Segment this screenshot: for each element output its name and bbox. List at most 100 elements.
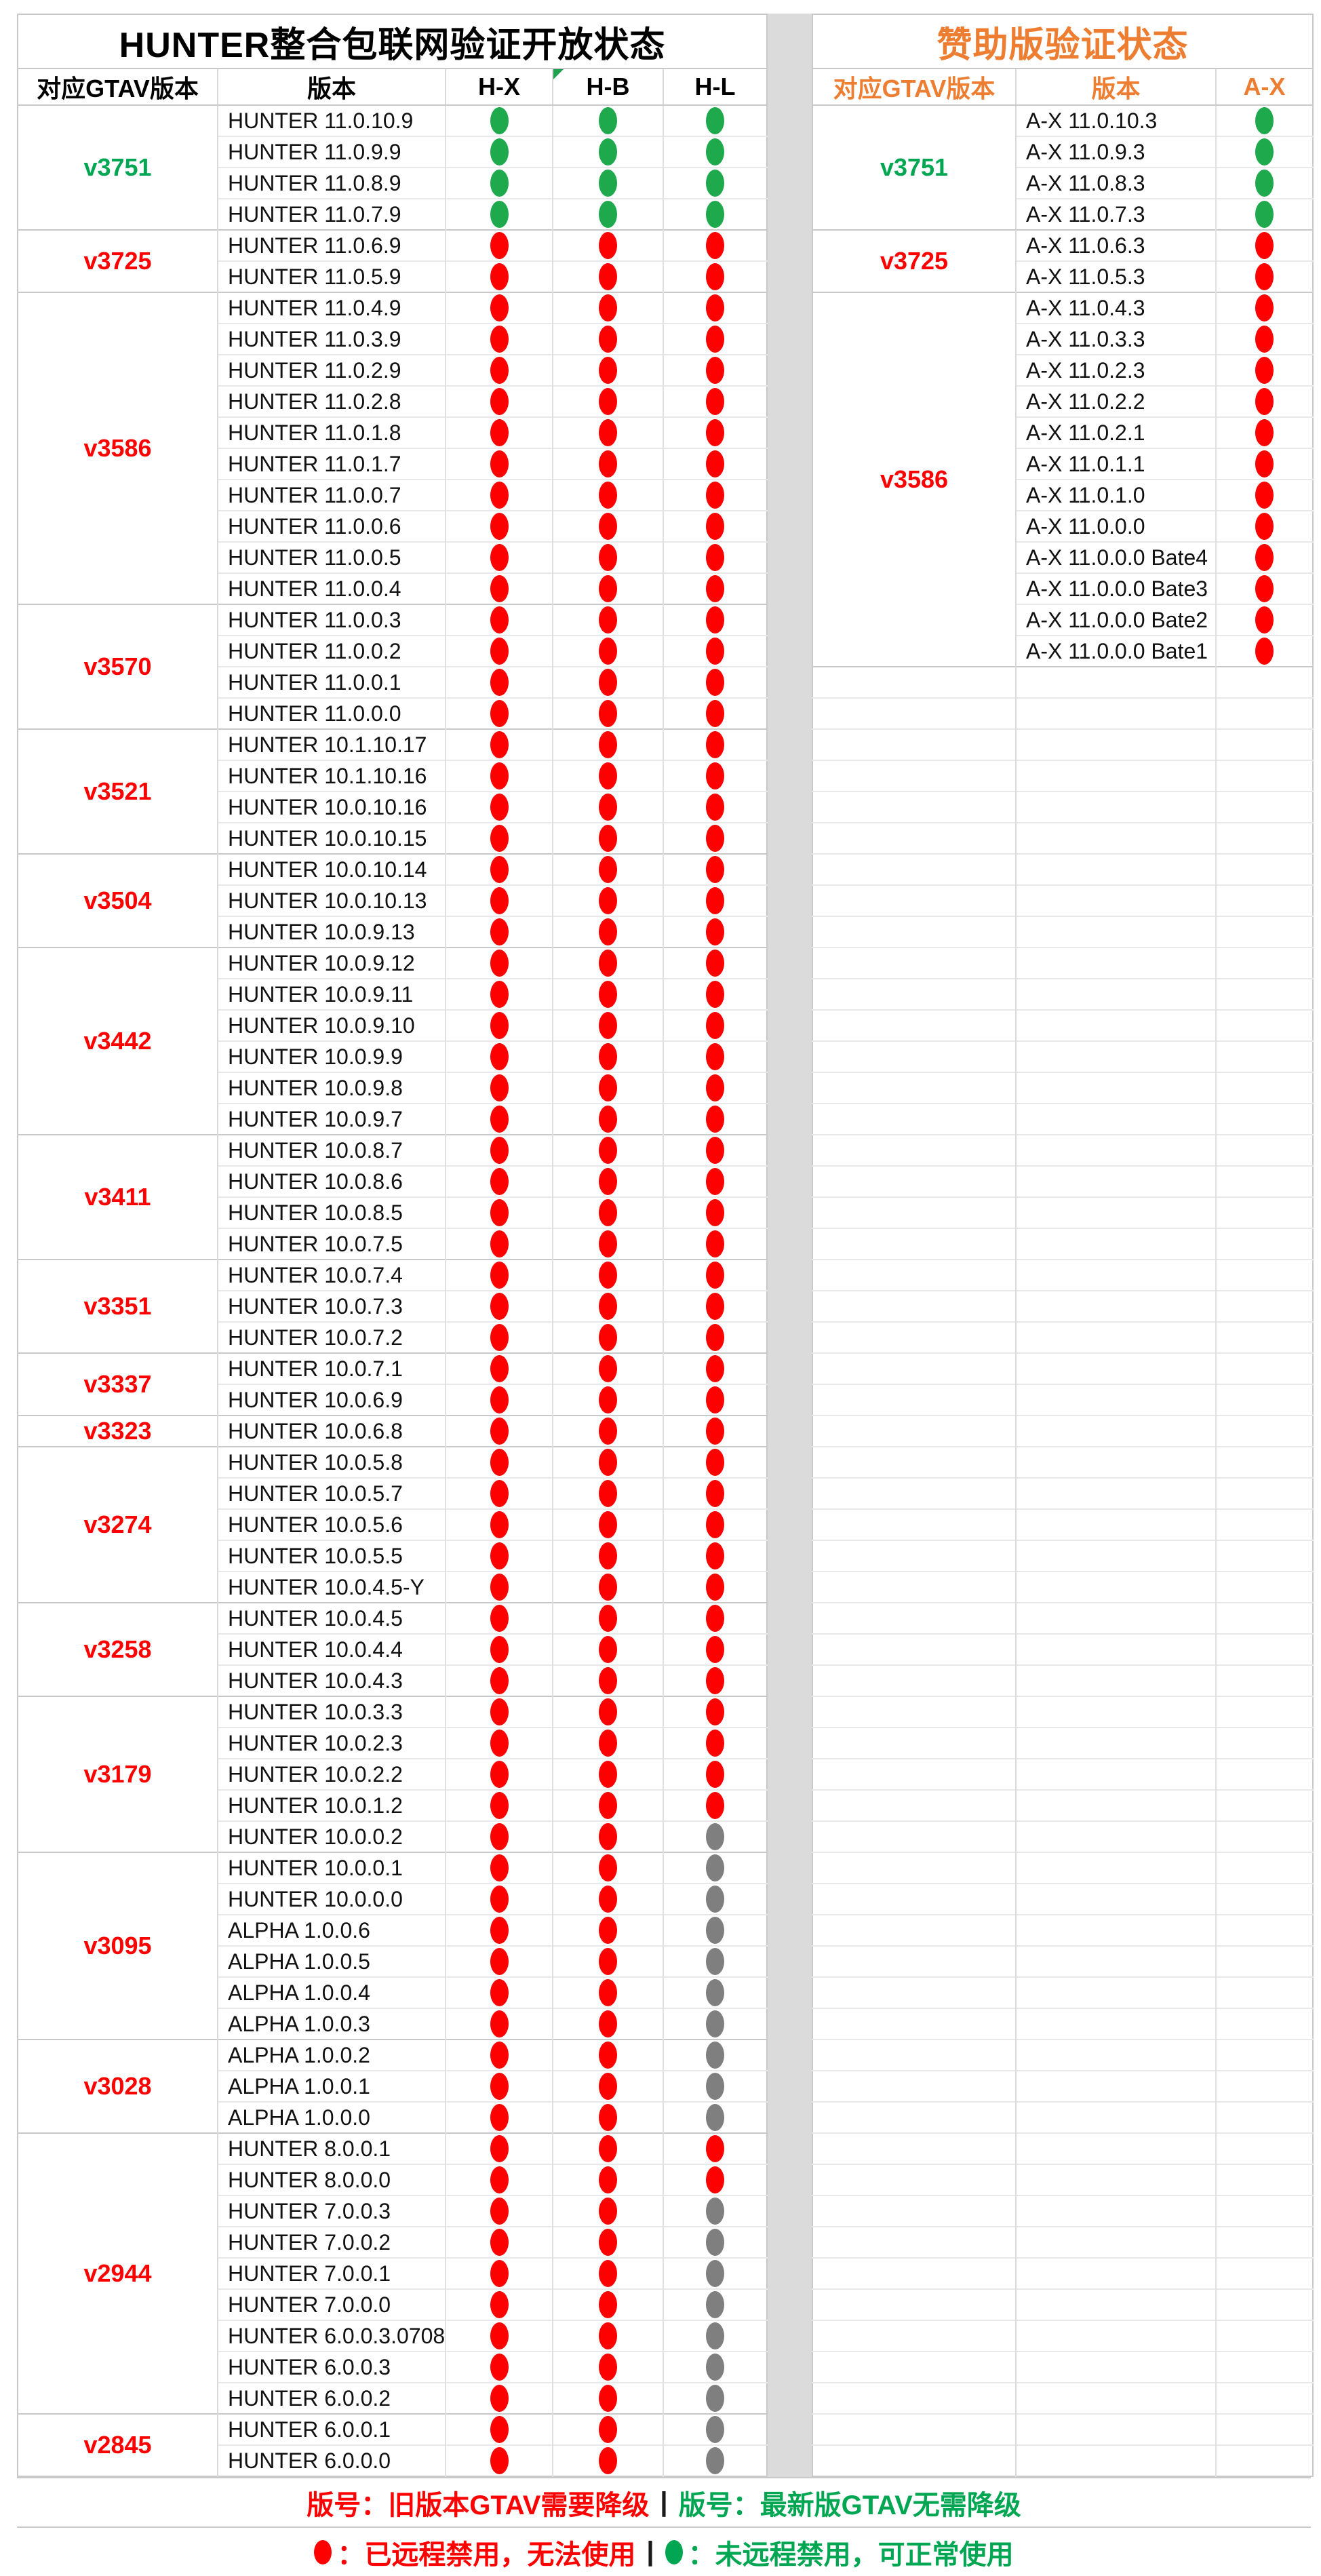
status-cell: [445, 1696, 553, 1728]
empty-cell: [1215, 1415, 1314, 1447]
table-row: HUNTER 6.0.0.3.0708: [18, 2320, 768, 2351]
empty-cell: [812, 791, 1017, 823]
empty-cell: [1015, 1633, 1217, 1665]
empty-cell: [1015, 1758, 1217, 1790]
column-header-gtav: 版本: [217, 69, 446, 106]
status-cell: [662, 167, 768, 199]
empty-cell: [1215, 2444, 1314, 2476]
status-cell: [552, 884, 663, 916]
status-cell: [552, 2164, 663, 2196]
package-version: HUNTER 6.0.0.0: [217, 2444, 446, 2476]
empty-cell: [812, 1758, 1017, 1790]
status-dot-red: [490, 1542, 509, 1569]
empty-cell: [812, 916, 1017, 948]
empty-cell: [1015, 2195, 1217, 2227]
table-row: HUNTER 11.0.7.9: [18, 198, 768, 230]
table-row: HUNTER 10.0.5.5: [18, 1540, 768, 1572]
status-dot-red: [599, 357, 617, 384]
status-dot-red: [706, 669, 724, 696]
legend-new-gtav: 版号：最新版GTAV无需降级: [678, 2490, 1021, 2520]
empty-cell: [812, 1664, 1017, 1696]
empty-cell: [1015, 1820, 1217, 1852]
empty-cell: [1215, 1508, 1314, 1540]
empty-cell: [1015, 760, 1217, 792]
table-row: HUNTER 11.0.0.4: [18, 572, 768, 604]
table-row: HUNTER 7.0.0.0: [18, 2288, 768, 2320]
status-cell: [662, 292, 768, 324]
table-row: v3586 A-X 11.0.4.3: [812, 292, 1314, 667]
status-cell: [445, 1789, 553, 1821]
package-version: HUNTER 7.0.0.0: [217, 2288, 446, 2320]
package-version: HUNTER 10.0.9.10: [217, 1009, 446, 1041]
status-cell: [1215, 572, 1314, 604]
status-cell: [1215, 541, 1314, 573]
package-version: A-X 11.0.0.0 Bate1: [1015, 635, 1217, 667]
status-cell: [552, 2444, 663, 2476]
status-dot-green: [490, 201, 509, 228]
table-row: HUNTER 7.0.0.2: [18, 2226, 768, 2258]
table-row: HUNTER 11.0.0.6: [18, 510, 768, 542]
table-row: ALPHA 1.0.0.3: [18, 2008, 768, 2040]
status-cell: [552, 2382, 663, 2414]
package-version: HUNTER 10.0.4.3: [217, 1664, 446, 1696]
table-row: HUNTER 10.0.1.2: [18, 1789, 768, 1821]
table-row: HUNTER 7.0.0.1: [18, 2257, 768, 2289]
empty-row: [812, 884, 1314, 916]
status-cell: [445, 635, 553, 667]
status-dot-red: [490, 1948, 509, 1975]
status-cell: [1215, 260, 1314, 292]
status-cell: [445, 1415, 553, 1447]
status-dot-red: [490, 1761, 509, 1788]
table-row: HUNTER 7.0.0.3: [18, 2195, 768, 2227]
status-cell: [445, 728, 553, 760]
status-dot-red: [706, 1355, 724, 1382]
status-cell: [1215, 479, 1314, 511]
status-dot-red: [599, 326, 617, 353]
empty-cell: [812, 666, 1017, 698]
status-cell: [552, 323, 663, 355]
empty-row: [812, 2164, 1314, 2196]
empty-row: [812, 1758, 1314, 1790]
empty-cell: [1215, 2382, 1314, 2414]
status-dot-red: [706, 918, 724, 945]
status-cell: [552, 1508, 663, 1540]
status-cell: [662, 1883, 768, 1915]
empty-cell: [812, 1165, 1017, 1197]
empty-cell: [1015, 728, 1217, 760]
status-cell: [662, 2164, 768, 2196]
status-dot-red: [599, 669, 617, 696]
status-dot-red: [490, 700, 509, 727]
status-cell: [552, 354, 663, 386]
empty-row: [812, 1696, 1314, 1728]
status-cell: [662, 1820, 768, 1852]
empty-cell: [1215, 1321, 1314, 1353]
empty-cell: [1015, 2226, 1217, 2258]
empty-row: [812, 853, 1314, 885]
empty-row: [812, 1290, 1314, 1322]
status-dot-red: [706, 762, 724, 789]
status-cell: [662, 572, 768, 604]
status-dot-gray: [706, 2447, 724, 2474]
status-dot-red: [706, 263, 724, 290]
table-row: HUNTER 10.0.5.7: [18, 1477, 768, 1509]
status-cell: [552, 2008, 663, 2040]
empty-cell: [1215, 2226, 1314, 2258]
package-version: HUNTER 10.0.0.2: [217, 1820, 446, 1852]
empty-row: [812, 2101, 1314, 2133]
status-cell: [662, 1664, 768, 1696]
table-row: HUNTER 10.0.5.6: [18, 1508, 768, 1540]
table-row: HUNTER 10.0.10.13: [18, 884, 768, 916]
status-dot-red: [706, 1230, 724, 1257]
gtav-version-label: v3411: [18, 1134, 218, 1260]
empty-cell: [1215, 1852, 1314, 1884]
empty-cell: [1215, 2132, 1314, 2164]
package-version: HUNTER 10.0.2.3: [217, 1727, 446, 1759]
empty-cell: [1215, 1883, 1314, 1915]
status-cell: [662, 1384, 768, 1416]
status-dot-red: [706, 1386, 724, 1413]
status-cell: [552, 1602, 663, 1634]
package-version: HUNTER 6.0.0.3.0708: [217, 2320, 446, 2351]
table-row: HUNTER 11.0.0.1: [18, 666, 768, 698]
status-dot-red: [490, 981, 509, 1008]
empty-cell: [1215, 947, 1314, 979]
